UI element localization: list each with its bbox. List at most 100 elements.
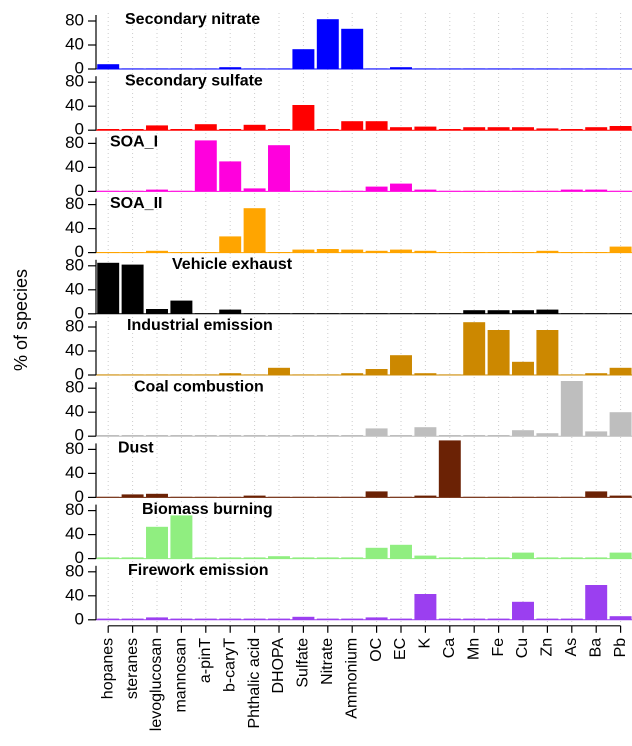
bar [97, 435, 120, 437]
y-tick-label: 0 [75, 181, 84, 200]
y-tick-label: 40 [65, 340, 84, 359]
bar [560, 189, 583, 192]
bar [341, 618, 364, 620]
x-tick-label: Ba [587, 638, 604, 658]
bar [243, 557, 266, 559]
bar [121, 435, 144, 437]
x-tick-label: a-pinT [197, 638, 214, 684]
bar [316, 557, 339, 559]
x-tick-label: DHOPA [270, 637, 287, 693]
x-tick-label: As [563, 638, 580, 657]
bar [341, 249, 364, 253]
bar [390, 67, 412, 69]
bar [487, 330, 510, 375]
bar [585, 557, 608, 559]
bar [316, 129, 339, 131]
bar [268, 367, 290, 375]
y-tick-label: 0 [75, 426, 84, 445]
x-tick-label: levoglucosan [148, 638, 165, 731]
bar [268, 435, 290, 437]
bar [536, 309, 559, 314]
bar [438, 557, 461, 559]
bar [243, 208, 266, 253]
y-tick-label: 80 [65, 133, 84, 152]
bar [512, 552, 534, 559]
x-tick-label: Cu [514, 638, 531, 658]
bar [341, 28, 364, 69]
bar [243, 435, 266, 437]
y-tick-label: 40 [65, 585, 84, 604]
bar [316, 249, 339, 253]
y-tick-label: 0 [75, 303, 84, 322]
panel-title: Firework emission [128, 562, 269, 579]
bar [268, 618, 290, 620]
panel-title: Biomass burning [142, 501, 273, 518]
bar [170, 300, 193, 314]
bar [365, 369, 388, 375]
bar [243, 495, 266, 498]
bar [390, 435, 412, 437]
bar [536, 250, 559, 253]
y-tick-label: 40 [65, 157, 84, 176]
bar [170, 435, 193, 437]
panel-title: SOA_II [110, 195, 162, 212]
y-tick-label: 40 [65, 524, 84, 543]
bar [219, 373, 242, 375]
bar [536, 330, 559, 375]
bar [170, 515, 193, 559]
y-tick-label: 40 [65, 279, 84, 298]
bar [390, 183, 412, 192]
panel-title: Industrial emission [127, 317, 273, 334]
bar [560, 618, 583, 620]
bar [341, 121, 364, 131]
y-tick-label: 80 [65, 10, 84, 29]
y-tick-label: 40 [65, 218, 84, 237]
bar [585, 431, 608, 437]
bar [512, 127, 534, 131]
bar [414, 594, 437, 620]
bar [463, 618, 486, 620]
bar [219, 618, 242, 620]
y-tick-label: 40 [65, 96, 84, 115]
x-tick-label: mannosan [173, 638, 190, 713]
bar [414, 373, 437, 375]
y-tick-label: 80 [65, 561, 84, 580]
x-tick-label: EC [392, 638, 409, 660]
bar [512, 601, 534, 620]
bar [268, 129, 290, 131]
x-tick-label: Mn [465, 638, 482, 660]
bar [146, 125, 168, 131]
bar [341, 557, 364, 559]
bar [219, 435, 242, 437]
bar [268, 145, 290, 192]
bar [487, 435, 510, 437]
bar [219, 161, 242, 192]
bar [536, 433, 559, 437]
y-tick-label: 0 [75, 548, 84, 567]
x-tick-label: b-caryT [221, 638, 238, 692]
y-tick-label: 80 [65, 439, 84, 458]
bar [463, 557, 486, 559]
bar [365, 547, 388, 559]
bar [121, 129, 144, 131]
bar [292, 435, 315, 437]
bar [536, 618, 559, 620]
bar [170, 129, 193, 131]
bar [146, 493, 168, 498]
panel-title: Secondary sulfate [125, 72, 263, 89]
bar [390, 127, 412, 131]
bar [414, 126, 437, 131]
bar [316, 19, 339, 69]
bar [146, 250, 168, 253]
bar [316, 435, 339, 437]
panel-title: Coal combustion [134, 378, 264, 395]
x-tick-label: K [417, 637, 434, 648]
bar [121, 494, 144, 498]
bar [487, 618, 510, 620]
bar [390, 544, 412, 559]
x-tick-label: Phthalic acid [246, 638, 263, 729]
y-tick-label: 80 [65, 255, 84, 274]
y-tick-label: 0 [75, 120, 84, 139]
bar [268, 556, 290, 559]
